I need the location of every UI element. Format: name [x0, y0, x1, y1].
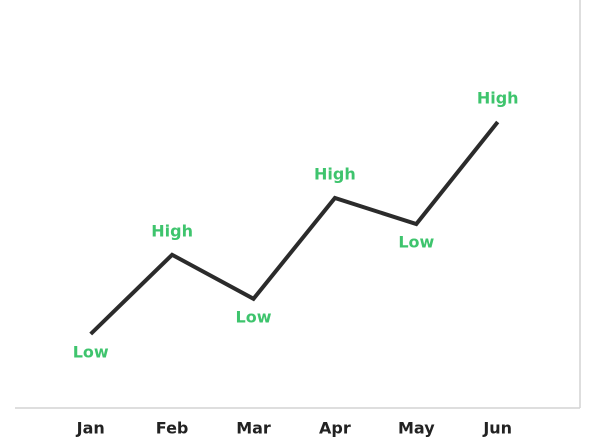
x-tick-label: Feb — [156, 419, 189, 438]
x-tick-label: May — [398, 419, 435, 438]
data-label: Low — [398, 233, 434, 252]
x-tick-label: Mar — [236, 419, 271, 438]
data-label: High — [314, 165, 356, 184]
data-line — [89, 120, 500, 336]
data-label: Low — [73, 343, 109, 362]
x-tick-label: Jan — [76, 419, 105, 438]
data-label: High — [477, 89, 519, 108]
data-label: High — [151, 221, 193, 240]
x-tick-label: Jun — [482, 419, 512, 438]
data-label: Low — [236, 307, 272, 326]
x-tick-label: Apr — [319, 419, 351, 438]
